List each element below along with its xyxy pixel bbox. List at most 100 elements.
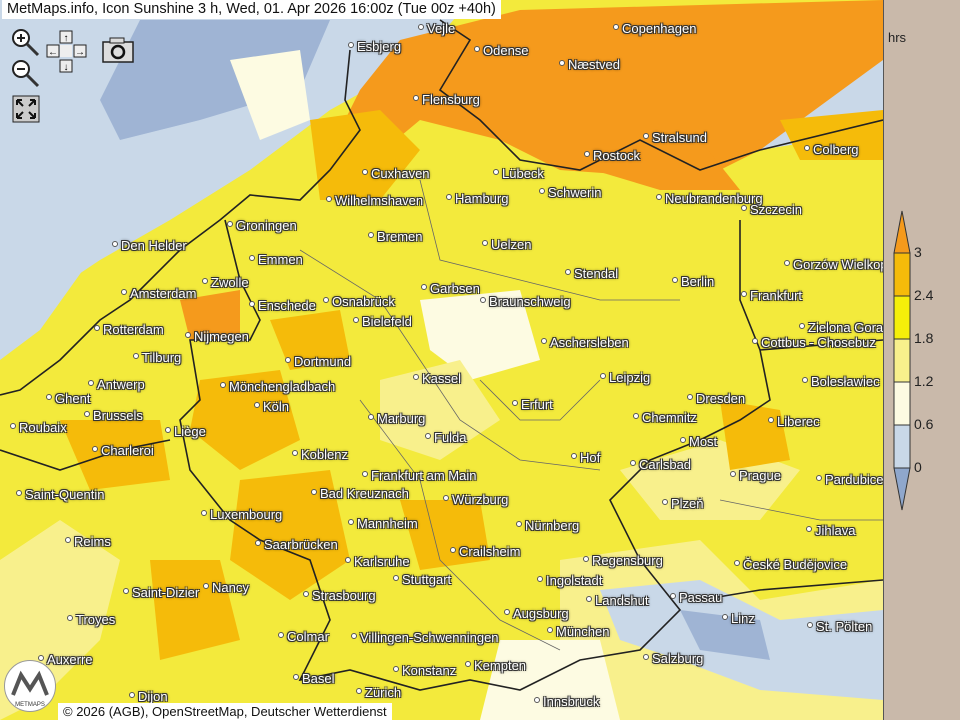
city-label: Hof <box>571 450 600 465</box>
city-name: Roubaix <box>19 420 67 435</box>
city-name: Auxerre <box>47 652 93 667</box>
camera-icon[interactable] <box>102 37 134 63</box>
city-label: Flensburg <box>413 92 480 107</box>
city-label: Colberg <box>804 142 859 157</box>
city-label: Frankfurt <box>741 288 802 303</box>
city-label: Charleroi <box>92 443 154 458</box>
city-label: Copenhagen <box>613 21 696 36</box>
city-name: Marburg <box>377 411 426 426</box>
city-name: Flensburg <box>422 92 480 107</box>
city-name: Bremen <box>377 229 423 244</box>
city-dot-icon <box>92 445 98 452</box>
city-label: Mannheim <box>348 516 418 531</box>
pan-arrows-icon[interactable]: ↑ ↓ ← → <box>45 30 91 74</box>
city-label: Colmar <box>278 629 329 644</box>
city-dot-icon <box>687 393 693 400</box>
city-name: Luxembourg <box>210 507 283 522</box>
city-dot-icon <box>303 590 309 597</box>
city-label: Stuttgart <box>393 572 451 587</box>
city-label: Reims <box>65 534 111 549</box>
city-dot-icon <box>741 204 747 211</box>
city-name: Mannheim <box>357 516 418 531</box>
map-canvas[interactable]: MetMaps.info, Icon Sunshine 3 h, Wed, 01… <box>0 0 884 720</box>
city-dot-icon <box>600 372 606 379</box>
city-name: České Budějovice <box>743 557 848 572</box>
city-name: Ghent <box>55 391 91 406</box>
city-dot-icon <box>413 373 419 380</box>
city-dot-icon <box>656 193 662 200</box>
city-label: Rotterdam <box>94 322 164 337</box>
city-dot-icon <box>285 356 291 363</box>
city-name: Esbjerg <box>357 39 402 54</box>
city-name: Antwerp <box>97 377 145 392</box>
city-label: Koblenz <box>292 447 348 462</box>
city-dot-icon <box>584 150 590 157</box>
city-dot-icon <box>421 283 427 290</box>
city-dot-icon <box>203 582 209 589</box>
city-dot-icon <box>807 621 813 628</box>
city-dot-icon <box>670 592 676 599</box>
city-dot-icon <box>512 399 518 406</box>
city-dot-icon <box>802 376 808 383</box>
city-name: Zielona Gora <box>808 320 884 335</box>
city-name: Lübeck <box>502 166 544 181</box>
city-name: Erfurt <box>521 397 553 412</box>
city-label: Würzburg <box>443 492 508 507</box>
city-label: Groningen <box>227 218 297 233</box>
city-name: Stuttgart <box>402 572 452 587</box>
city-label: Vejle <box>418 21 455 36</box>
city-name: Crailsheim <box>459 544 521 559</box>
city-name: Uelzen <box>491 237 532 252</box>
city-name: Karlsruhe <box>354 554 410 569</box>
city-name: Nancy <box>212 580 249 595</box>
city-dot-icon <box>368 413 374 420</box>
city-dot-icon <box>10 422 16 429</box>
city-label: Rostock <box>584 148 640 163</box>
city-label: Luxembourg <box>201 507 282 522</box>
city-label: České Budějovice <box>734 557 847 572</box>
city-name: Saarbrücken <box>264 537 338 552</box>
city-label: Landshut <box>586 593 649 608</box>
city-dot-icon <box>345 556 351 563</box>
city-dot-icon <box>680 436 686 443</box>
legend-tick-label: 1.8 <box>914 330 934 346</box>
city-label: Garbsen <box>421 281 480 296</box>
zoom-in-icon[interactable] <box>10 27 40 57</box>
city-dot-icon <box>84 410 90 417</box>
city-dot-icon <box>799 322 805 329</box>
city-name: Ingolstadt <box>546 573 603 588</box>
city-label: Uelzen <box>482 237 531 252</box>
city-name: Chemnitz <box>642 410 697 425</box>
city-dot-icon <box>806 525 812 532</box>
city-name: Leipzig <box>609 370 651 385</box>
city-dot-icon <box>249 300 255 307</box>
city-label: Bolesławiec <box>802 374 880 389</box>
city-name: Bolesławiec <box>811 374 880 389</box>
city-dot-icon <box>368 231 374 238</box>
city-dot-icon <box>133 352 139 359</box>
city-name: Landshut <box>595 593 649 608</box>
city-dot-icon <box>293 673 299 680</box>
city-label: St. Pölten <box>807 619 872 634</box>
metmaps-logo[interactable]: METMAPS <box>4 660 56 712</box>
zoom-out-icon[interactable] <box>10 58 40 88</box>
city-label: Schwerin <box>539 185 601 200</box>
city-name: Odense <box>483 43 529 58</box>
city-label: Pardubice <box>816 472 883 487</box>
city-dot-icon <box>254 401 260 408</box>
city-dot-icon <box>547 626 553 633</box>
city-label: Troyes <box>67 612 115 627</box>
city-label: Ghent <box>46 391 90 406</box>
city-name: Den Helder <box>121 238 187 253</box>
fullscreen-icon[interactable] <box>12 95 40 123</box>
svg-text:↓: ↓ <box>64 62 69 73</box>
city-label: Frankfurt am Main <box>362 468 476 483</box>
city-name: Amsterdam <box>130 286 197 301</box>
city-label: Mönchengladbach <box>220 379 335 394</box>
copyright-text[interactable]: © 2026 (AGB), OpenStreetMap, Deutscher W… <box>58 703 392 720</box>
city-name: Vejle <box>427 21 456 36</box>
legend-swatch <box>893 338 911 383</box>
city-dot-icon <box>425 432 431 439</box>
city-label: Chemnitz <box>633 410 697 425</box>
legend-swatch <box>893 381 911 426</box>
